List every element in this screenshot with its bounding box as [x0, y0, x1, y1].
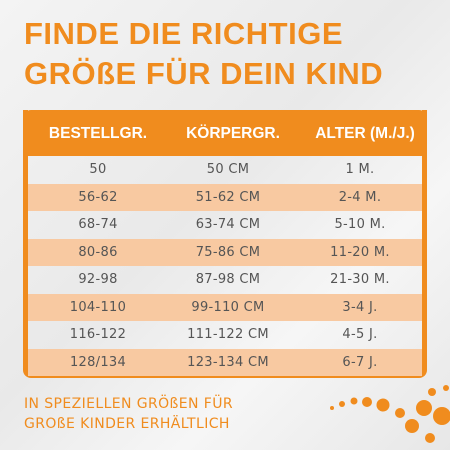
- cell-age: 4-5 J.: [342, 327, 378, 342]
- table-row: 68-74 63-74 CM 5-10 M.: [28, 211, 422, 239]
- footer-line-2: GROßE KINDER ERHÄLTLICH: [24, 416, 230, 432]
- table-row: 56-62 51-62 CM 2-4 M.: [28, 183, 422, 211]
- cell-age: 3-4 J.: [342, 299, 378, 315]
- cell-age: 1 M.: [345, 162, 375, 177]
- cell-body-height: 123-134 CM: [187, 354, 269, 370]
- title-line-2: GRÖßE FÜR DEIN KIND: [24, 56, 384, 91]
- footer-note: IN SPEZIELLEN GRÖßEN FÜR GROßE KINDER ER…: [24, 394, 233, 434]
- header-body-height: KÖRPERGR.: [186, 125, 280, 142]
- cell-age: 6-7 J.: [342, 354, 378, 370]
- title-line-1: FINDE DIE RICHTIGE: [24, 16, 344, 51]
- cell-order-size: 68-74: [78, 217, 118, 232]
- table-row: 104-110 99-110 CM 3-4 J.: [28, 293, 422, 321]
- table-row: 50 50 CM 1 M.: [28, 156, 422, 184]
- header-age: ALTER (M./J.): [315, 125, 415, 142]
- cell-order-size: 56-62: [78, 189, 118, 205]
- cell-body-height: 51-62 CM: [195, 189, 261, 205]
- cell-order-size: 92-98: [78, 272, 118, 287]
- cell-age: 21-30 M.: [330, 272, 390, 287]
- cell-body-height: 63-74 CM: [195, 217, 261, 232]
- cell-order-size: 80-86: [78, 244, 118, 260]
- cell-order-size: 116-122: [69, 327, 127, 342]
- cell-order-size: 104-110: [69, 299, 127, 315]
- size-table-header: BESTELLGR. KÖRPERGR. ALTER (M./J.): [23, 110, 427, 156]
- table-row: 128/134 123-134 CM 6-7 J.: [28, 348, 422, 376]
- size-table-body: 50 50 CM 1 M. 56-62 51-62 CM 2-4 M. 68-7…: [28, 156, 422, 376]
- cell-body-height: 87-98 CM: [195, 272, 261, 287]
- cell-body-height: 111-122 CM: [187, 327, 269, 342]
- cell-body-height: 99-110 CM: [191, 299, 265, 315]
- cell-age: 2-4 M.: [338, 189, 382, 205]
- cell-order-size: 128/134: [69, 354, 127, 370]
- cell-body-height: 75-86 CM: [195, 244, 261, 260]
- cell-age: 5-10 M.: [334, 217, 386, 232]
- cell-age: 11-20 M.: [330, 244, 390, 260]
- cell-body-height: 50 CM: [206, 162, 250, 177]
- footer-line-1: IN SPEZIELLEN GRÖßEN FÜR: [24, 396, 233, 412]
- table-row: 92-98 87-98 CM 21-30 M.: [28, 266, 422, 294]
- table-row: 116-122 111-122 CM 4-5 J.: [28, 321, 422, 349]
- header-order-size: BESTELLGR.: [48, 125, 148, 142]
- decorative-dots-icon: [330, 385, 450, 443]
- page-title: FINDE DIE RICHTIGE GRÖßE FÜR DEIN KIND: [24, 14, 434, 94]
- table-row: 80-86 75-86 CM 11-20 M.: [28, 238, 422, 266]
- cell-order-size: 50: [89, 162, 107, 177]
